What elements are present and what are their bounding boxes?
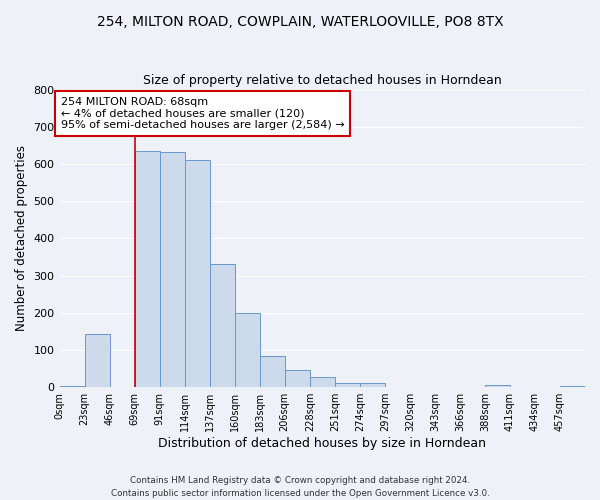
Title: Size of property relative to detached houses in Horndean: Size of property relative to detached ho… <box>143 74 502 87</box>
Text: Contains HM Land Registry data © Crown copyright and database right 2024.
Contai: Contains HM Land Registry data © Crown c… <box>110 476 490 498</box>
Bar <box>209 264 235 387</box>
Y-axis label: Number of detached properties: Number of detached properties <box>15 146 28 332</box>
Bar <box>335 382 360 387</box>
Bar <box>134 151 160 387</box>
Text: 254, MILTON ROAD, COWPLAIN, WATERLOOVILLE, PO8 8TX: 254, MILTON ROAD, COWPLAIN, WATERLOOVILL… <box>97 15 503 29</box>
Bar <box>185 160 209 387</box>
Bar <box>285 370 310 387</box>
X-axis label: Distribution of detached houses by size in Horndean: Distribution of detached houses by size … <box>158 437 486 450</box>
Bar <box>160 152 185 387</box>
Bar <box>560 386 585 387</box>
Bar <box>85 334 110 387</box>
Bar <box>310 377 335 387</box>
Bar <box>260 356 285 387</box>
Bar <box>59 386 85 387</box>
Text: 254 MILTON ROAD: 68sqm
← 4% of detached houses are smaller (120)
95% of semi-det: 254 MILTON ROAD: 68sqm ← 4% of detached … <box>61 97 344 130</box>
Bar <box>235 313 260 387</box>
Bar <box>360 382 385 387</box>
Bar <box>485 386 510 387</box>
